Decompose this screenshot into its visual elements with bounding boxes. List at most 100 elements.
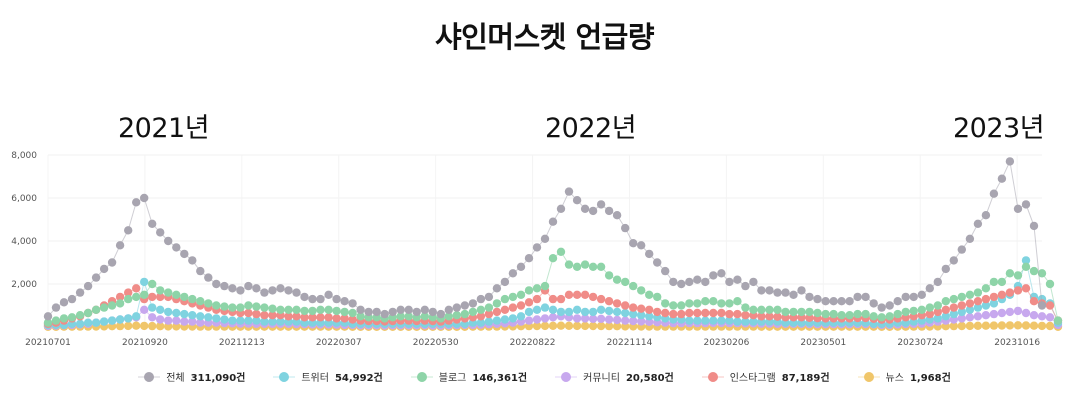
data-point: [941, 312, 950, 321]
data-point: [717, 269, 726, 278]
data-point: [404, 305, 413, 314]
legend-item-community[interactable]: 커뮤니티 20,580건: [555, 369, 674, 384]
data-point: [188, 317, 197, 326]
data-point: [340, 314, 349, 323]
data-point: [444, 312, 453, 321]
chart-title: 샤인머스켓 언급량: [434, 20, 655, 54]
data-point: [260, 317, 269, 326]
data-point: [204, 273, 213, 282]
data-point: [733, 275, 742, 284]
data-point: [588, 321, 598, 331]
data-point: [140, 277, 149, 287]
data-point: [933, 314, 942, 323]
data-point: [492, 307, 502, 317]
data-point: [596, 294, 606, 304]
data-point: [340, 307, 349, 317]
data-point: [572, 196, 582, 205]
data-point: [588, 292, 598, 302]
data-point: [492, 284, 502, 293]
data-point: [693, 275, 702, 284]
legend-item-total[interactable]: 전체 311,090건: [138, 369, 245, 384]
data-point: [156, 228, 165, 237]
data-point: [1029, 321, 1039, 330]
data-point: [669, 277, 678, 287]
data-point: [364, 307, 373, 317]
data-point: [653, 307, 662, 317]
data-point: [252, 309, 261, 319]
data-point: [124, 314, 133, 323]
data-point: [107, 316, 117, 325]
data-point: [380, 309, 389, 319]
data-point: [180, 292, 189, 302]
data-point: [701, 297, 710, 306]
data-point: [59, 298, 69, 307]
data-point: [1013, 286, 1023, 295]
data-point: [308, 313, 317, 322]
data-point: [717, 308, 726, 318]
data-point: [188, 256, 197, 265]
data-point: [933, 307, 942, 317]
data-point: [1021, 284, 1031, 293]
data-point: [244, 281, 253, 291]
legend-swatch: [416, 371, 427, 382]
data-point: [989, 277, 999, 287]
y-tick-label: 2,000: [11, 280, 37, 290]
data-point: [532, 284, 542, 293]
data-point: [941, 264, 950, 274]
data-point: [516, 301, 526, 310]
legend-swatch: [144, 371, 155, 382]
data-point: [637, 286, 646, 295]
data-point: [845, 297, 854, 306]
data-point: [276, 284, 285, 293]
data-point: [757, 312, 766, 321]
data-point: [124, 288, 133, 297]
data-point: [556, 321, 566, 330]
data-point: [332, 294, 341, 304]
data-point: [604, 321, 614, 331]
legend-swatch: [561, 371, 572, 382]
data-point: [212, 314, 221, 323]
data-point: [580, 260, 590, 269]
data-point: [1005, 288, 1015, 297]
data-point: [725, 299, 734, 308]
data-point: [51, 316, 61, 325]
data-point: [164, 316, 173, 325]
data-point: [115, 241, 125, 250]
data-point: [348, 315, 357, 324]
legend-series-count: 20,580건: [625, 373, 674, 384]
data-point: [709, 308, 718, 318]
data-point: [115, 299, 125, 308]
data-point: [500, 294, 510, 304]
data-point: [212, 301, 221, 310]
legend-swatch: [863, 371, 874, 382]
data-point: [1005, 321, 1015, 330]
data-point: [637, 241, 646, 250]
data-point: [484, 309, 494, 319]
data-point: [516, 262, 526, 271]
data-point: [677, 301, 686, 310]
legend-item-blog[interactable]: 블로그 146,361건: [410, 369, 527, 384]
data-point: [164, 236, 173, 246]
legend-item-news[interactable]: 뉴스 1,968건: [857, 369, 951, 384]
data-point: [596, 321, 606, 331]
data-point: [107, 301, 117, 310]
data-point: [869, 312, 878, 321]
x-tick-label: 20220307: [316, 338, 362, 348]
data-point: [965, 313, 975, 322]
legend-item-twitter[interactable]: 트위터 54,992건: [273, 369, 383, 384]
data-point: [629, 281, 638, 291]
data-point: [548, 294, 558, 304]
data-point: [725, 309, 734, 319]
data-point: [148, 303, 157, 312]
data-point: [749, 317, 758, 326]
data-point: [188, 294, 197, 304]
data-point: [452, 303, 461, 312]
data-point: [75, 311, 85, 320]
data-point: [685, 277, 694, 287]
data-point: [284, 312, 293, 321]
data-point: [829, 309, 838, 319]
legend-item-instagram[interactable]: 인스타그램 87,189건: [701, 369, 830, 384]
data-point: [204, 299, 213, 308]
data-point: [596, 305, 606, 314]
data-point: [324, 305, 333, 314]
